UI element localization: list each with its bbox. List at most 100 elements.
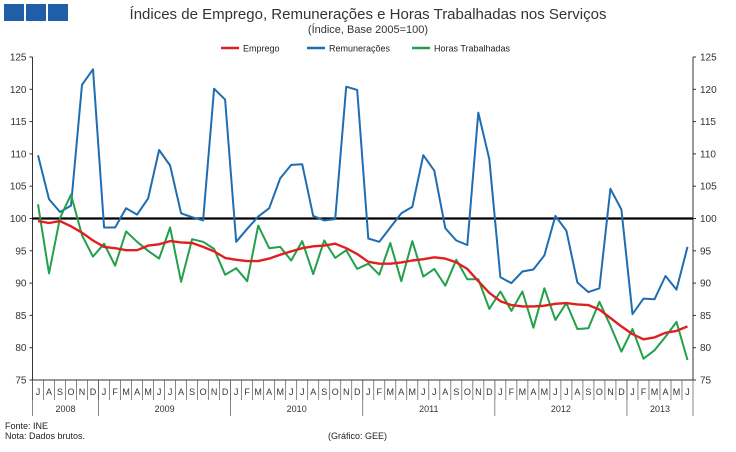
chart-credit: (Gráfico: GEE): [328, 431, 388, 441]
y-tick-label-right: 115: [700, 117, 716, 128]
year-label: 2011: [419, 404, 438, 414]
month-label: N: [607, 387, 614, 397]
year-label: 2012: [551, 404, 571, 414]
y-tick-label-left: 95: [15, 246, 27, 257]
chart-title: Índices de Emprego, Remunerações e Horas…: [129, 6, 607, 23]
legend-label: Horas Trabalhadas: [434, 44, 511, 54]
month-label: J: [685, 387, 690, 397]
month-label: A: [530, 387, 536, 397]
month-label: J: [630, 387, 635, 397]
month-label: M: [519, 387, 527, 397]
year-label: 2013: [650, 404, 670, 414]
source-note: Fonte: INE: [5, 421, 49, 431]
y-tick-label-right: 125: [700, 53, 717, 64]
legend-label: Remunerações: [329, 44, 391, 54]
month-label: A: [398, 387, 404, 397]
y-tick-label-right: 120: [700, 85, 717, 96]
month-label: A: [134, 387, 140, 397]
month-label: J: [102, 387, 107, 397]
y-tick-label-left: 125: [10, 53, 27, 64]
month-label: J: [498, 387, 503, 397]
month-label: D: [222, 387, 229, 397]
y-tick-label-left: 80: [15, 343, 27, 354]
y-tick-label-right: 80: [700, 343, 712, 354]
y-tick-label-left: 115: [11, 117, 27, 128]
month-label: M: [651, 387, 659, 397]
month-label: D: [90, 387, 97, 397]
month-label: O: [332, 387, 339, 397]
y-tick-label-left: 75: [15, 376, 27, 387]
series-line-remunerações: [37, 68, 689, 316]
month-label: J: [289, 387, 294, 397]
month-label: M: [409, 387, 417, 397]
y-tick-label-right: 100: [700, 214, 717, 225]
month-label: J: [234, 387, 239, 397]
month-label: M: [387, 387, 395, 397]
month-label: J: [157, 387, 162, 397]
logo-square-icon: [26, 4, 46, 21]
y-tick-label-right: 75: [700, 376, 712, 387]
month-label: S: [321, 387, 327, 397]
y-tick-label-right: 95: [700, 246, 712, 257]
month-label: J: [553, 387, 558, 397]
y-tick-label-left: 110: [11, 149, 27, 160]
month-label: F: [377, 387, 383, 397]
month-label: O: [596, 387, 603, 397]
month-label: J: [300, 387, 305, 397]
month-label: N: [343, 387, 350, 397]
data-note: Nota: Dados brutos.: [5, 431, 86, 441]
month-label: F: [244, 387, 250, 397]
month-label: O: [200, 387, 207, 397]
month-label: D: [354, 387, 361, 397]
month-label: N: [211, 387, 218, 397]
month-label: F: [641, 387, 647, 397]
y-tick-label-right: 85: [700, 311, 712, 322]
month-label: J: [36, 387, 41, 397]
month-label: A: [662, 387, 668, 397]
y-tick-label-left: 100: [10, 214, 27, 225]
year-label: 2008: [56, 404, 76, 414]
month-label: M: [276, 387, 284, 397]
month-label: O: [464, 387, 471, 397]
month-label: F: [509, 387, 515, 397]
series-line-emprego: [37, 219, 688, 341]
month-label: M: [144, 387, 152, 397]
month-label: J: [168, 387, 173, 397]
month-label: O: [68, 387, 75, 397]
month-label: A: [178, 387, 184, 397]
month-label: A: [46, 387, 52, 397]
logo-square-icon: [48, 4, 68, 21]
month-label: M: [122, 387, 130, 397]
y-tick-label-right: 90: [700, 279, 712, 290]
month-label: D: [618, 387, 625, 397]
month-label: N: [475, 387, 482, 397]
y-tick-label-left: 120: [10, 85, 27, 96]
month-label: N: [79, 387, 86, 397]
month-label: S: [585, 387, 591, 397]
month-label: M: [541, 387, 549, 397]
year-label: 2009: [155, 404, 175, 414]
logo-square-icon: [4, 4, 24, 21]
month-label: F: [112, 387, 118, 397]
month-label: D: [486, 387, 493, 397]
month-label: S: [57, 387, 63, 397]
month-label: M: [673, 387, 681, 397]
series-line-horas-trabalhadas: [37, 193, 689, 361]
y-tick-label-left: 85: [15, 311, 27, 322]
month-label: J: [564, 387, 569, 397]
month-label: A: [574, 387, 580, 397]
month-label: S: [189, 387, 195, 397]
year-label: 2010: [287, 404, 307, 414]
month-label: A: [310, 387, 316, 397]
month-label: A: [266, 387, 272, 397]
legend-label: Emprego: [243, 44, 280, 54]
month-label: A: [442, 387, 448, 397]
month-label: J: [421, 387, 426, 397]
y-tick-label-right: 105: [700, 182, 717, 193]
y-tick-label-right: 110: [700, 149, 716, 160]
y-tick-label-left: 90: [15, 279, 27, 290]
y-tick-label-left: 105: [10, 182, 27, 193]
month-label: M: [254, 387, 262, 397]
